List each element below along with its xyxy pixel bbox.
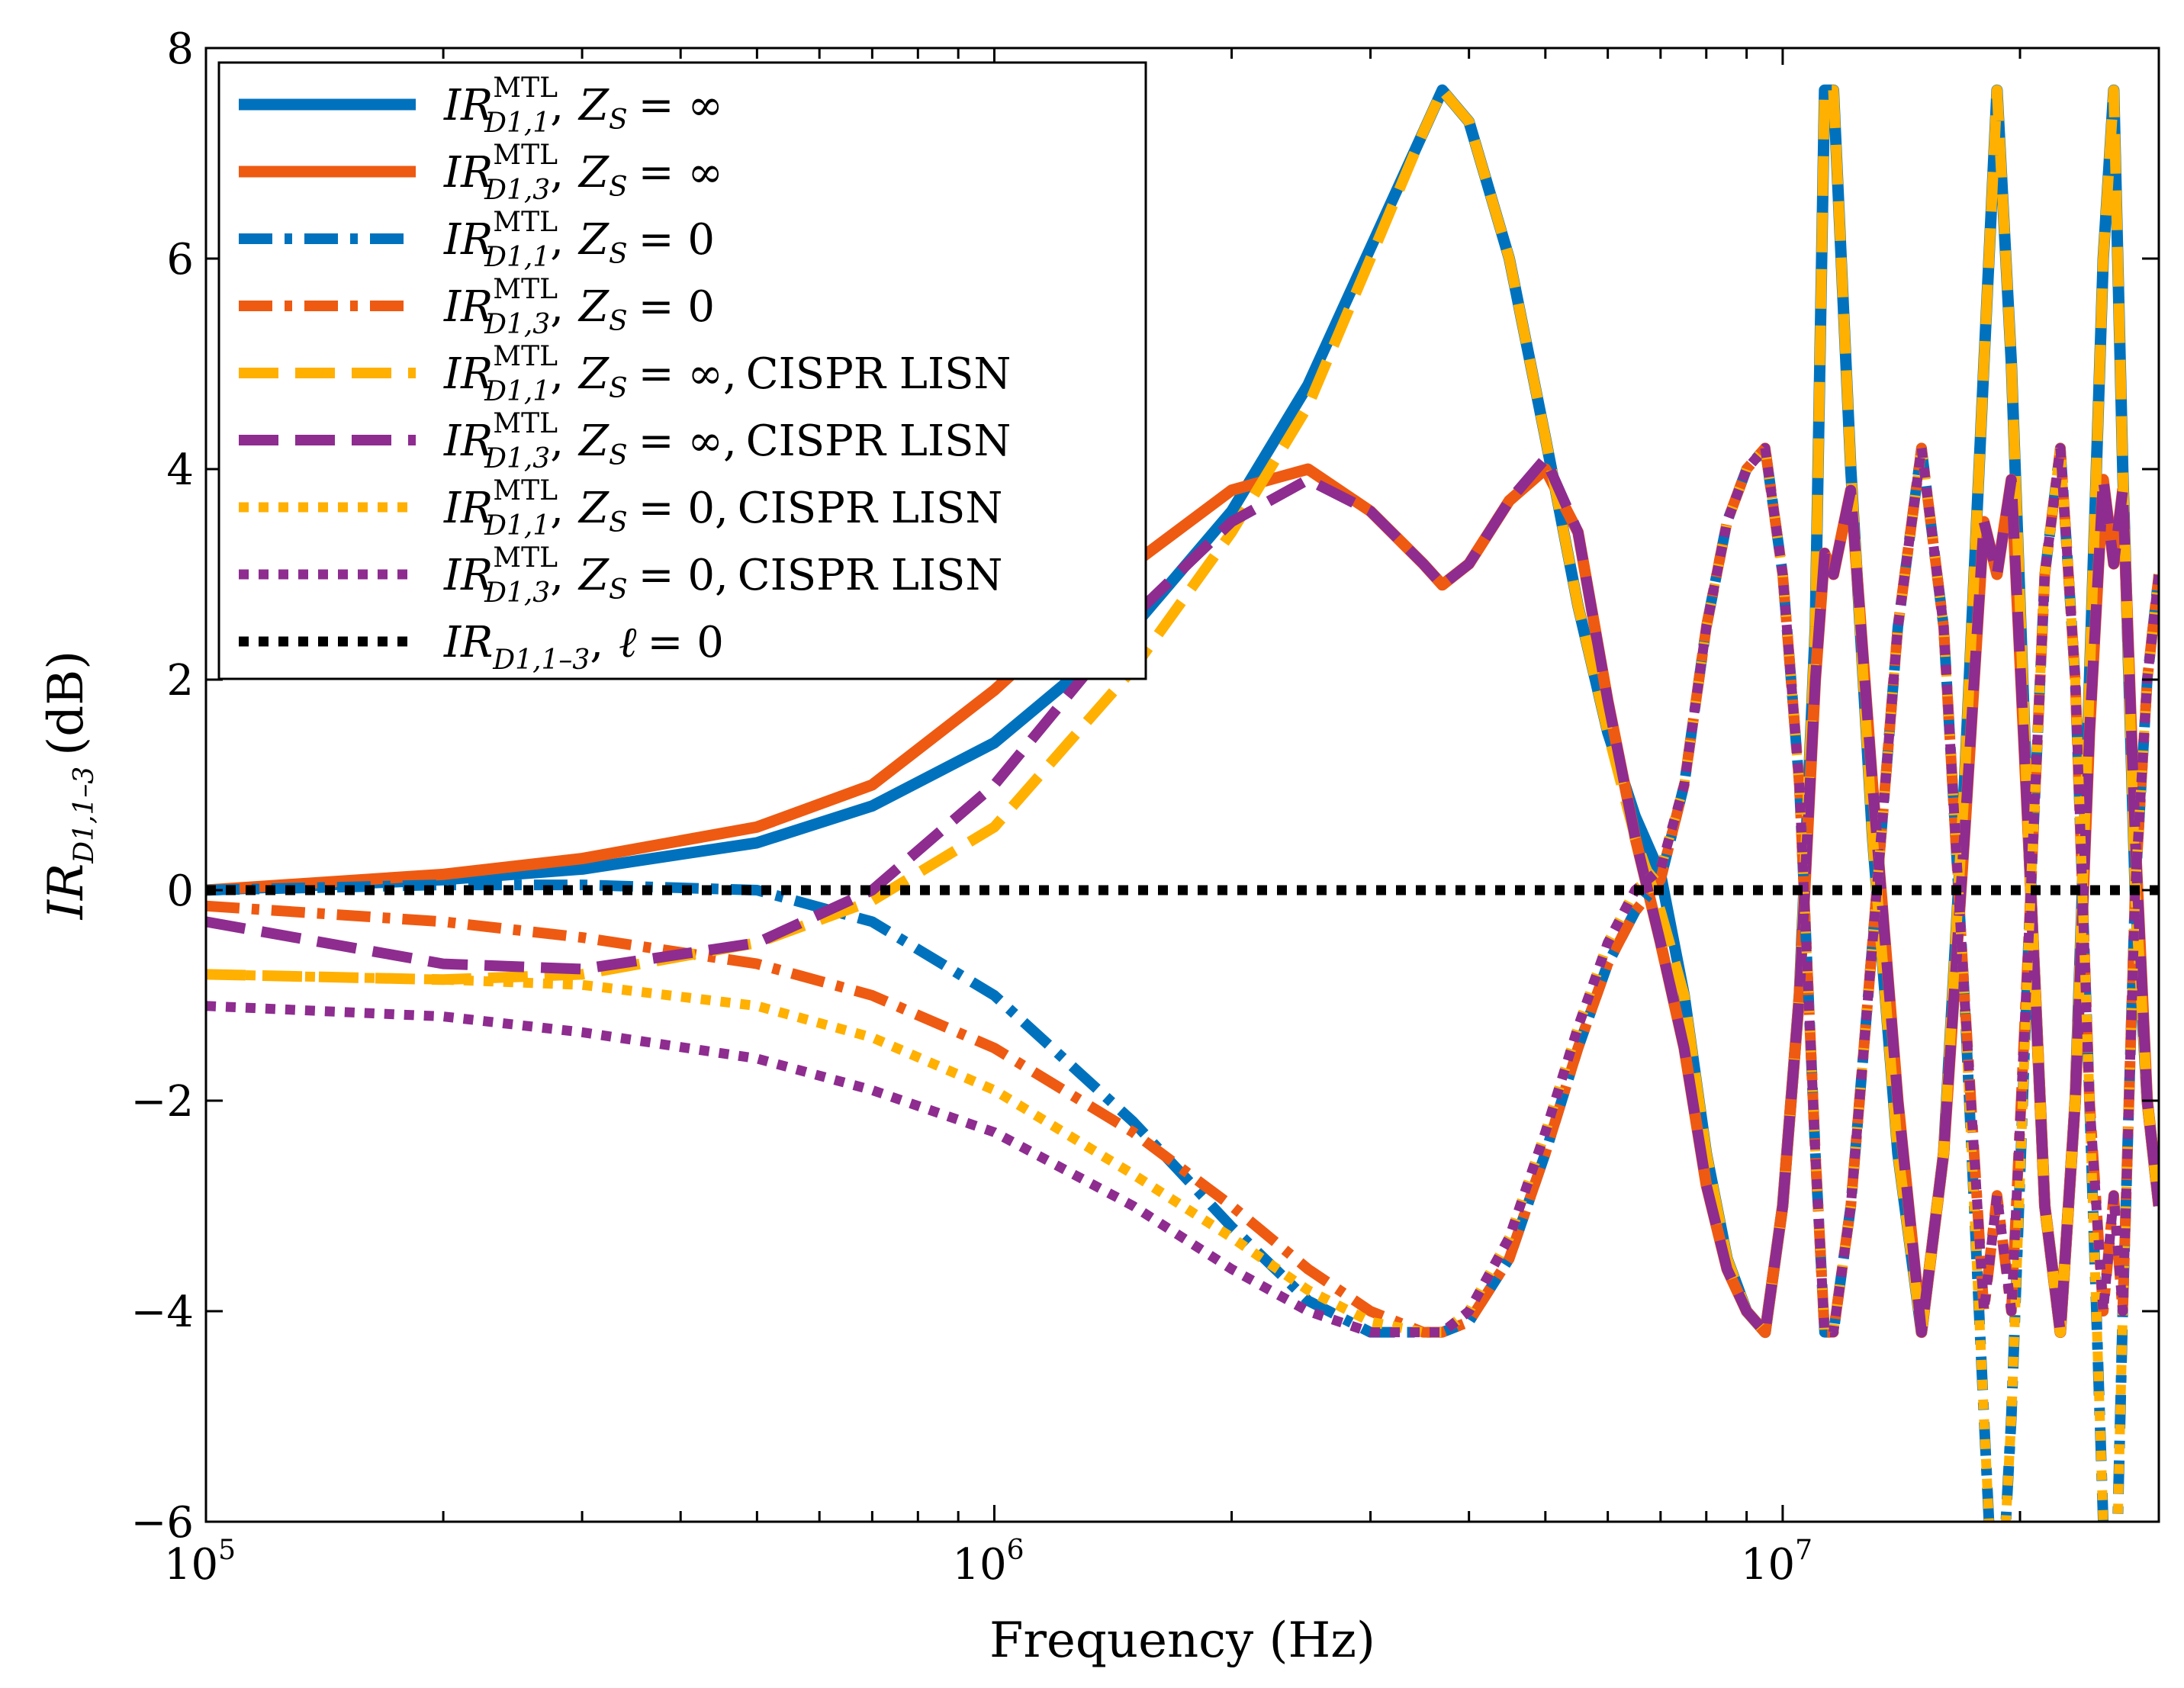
y-tick-label: 2 — [166, 656, 194, 706]
legend-label-6: IRMTL D1,3, ZS = ∞, CISPR LISN — [443, 408, 1011, 474]
series-line-6 — [206, 453, 2159, 1338]
legend-label-1: IRMTL D1,1, ZS = ∞ — [443, 72, 723, 139]
series-layer — [206, 84, 2159, 1522]
legend-label-3: IRMTL D1,1, ZS = 0 — [443, 207, 715, 273]
legend-label-8: IRMTL D1,3, ZS = 0, CISPR LISN — [443, 542, 1002, 609]
series-line-8 — [206, 442, 2159, 1338]
legend: IRMTL D1,1, ZS = ∞IRMTL D1,3, ZS = ∞IRMTL D1,1,… — [217, 61, 1147, 680]
y-tick-label: 8 — [166, 24, 194, 74]
y-tick-label: 6 — [166, 235, 194, 285]
y-axis-label-main: IR — [38, 863, 95, 920]
y-tick-label: −6 — [130, 1498, 194, 1548]
y-axis-label-sub: D1,1–3 — [69, 767, 100, 864]
legend-label-4: IRMTL D1,3, ZS = 0 — [443, 274, 715, 340]
y-tick-label: 4 — [166, 445, 194, 495]
x-tick-label: 107 — [1741, 1535, 1812, 1590]
x-tick-label: 105 — [164, 1535, 236, 1590]
legend-label-7: IRMTL D1,1, ZS = 0, CISPR LISN — [443, 475, 1002, 542]
plot-frame — [204, 47, 2160, 1523]
y-tick-label: −4 — [130, 1288, 194, 1337]
y-tick-label: 0 — [166, 867, 194, 916]
legend-label-2: IRMTL D1,3, ZS = ∞ — [443, 140, 723, 206]
legend-label-5: IRMTL D1,1, ZS = ∞, CISPR LISN — [443, 341, 1011, 407]
y-axis-label-unit: (dB) — [38, 651, 95, 756]
x-tick-label: 106 — [952, 1535, 1024, 1590]
legend-label-9: IRD1,1–3, ℓ = 0 — [443, 618, 724, 676]
ticks-layer: −6 −4 −2 0 2 4 6 8 105 106 107 — [130, 24, 2160, 1590]
svg-text:IRD1,1–3(dB): IRD1,1–3 (dB) — [38, 651, 100, 920]
x-axis-label: Frequency (Hz) — [989, 1612, 1375, 1669]
y-tick-label: −2 — [130, 1077, 194, 1127]
y-axis-label: IRD1,1–3 (dB) — [38, 651, 100, 920]
